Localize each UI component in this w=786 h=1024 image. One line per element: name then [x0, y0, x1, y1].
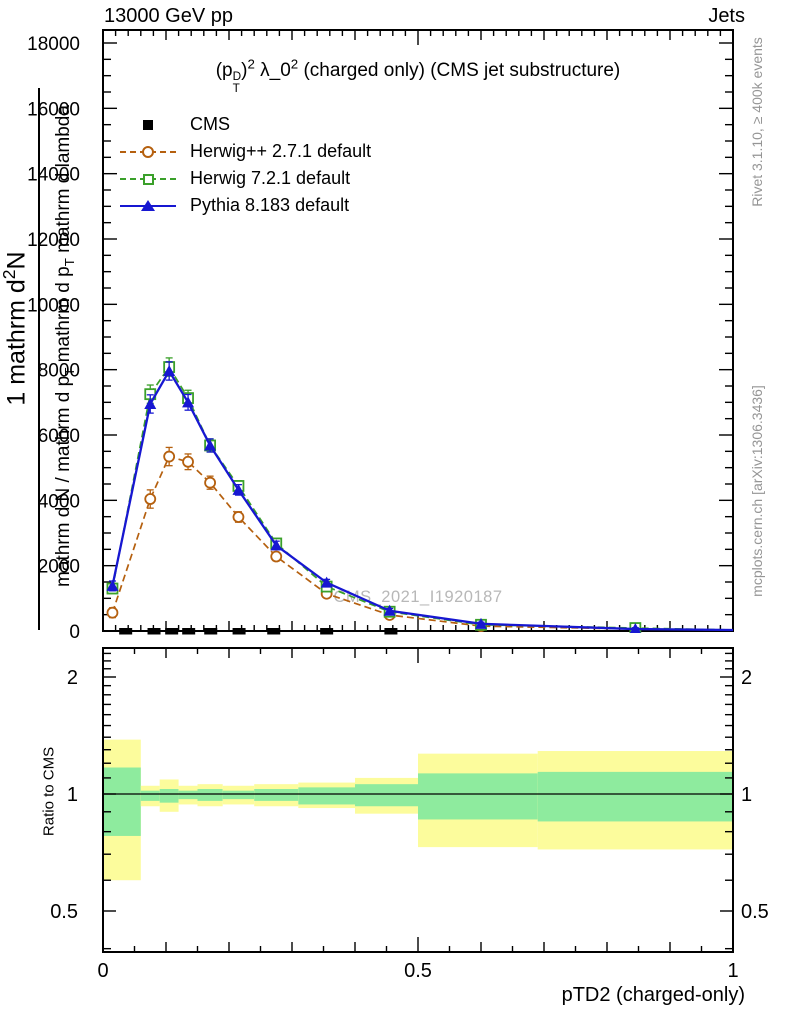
- herwig7-marker-icon: [119, 171, 177, 187]
- legend-item-pythia: Pythia 8.183 default: [119, 192, 371, 219]
- triangle-filled-marker: [182, 396, 195, 408]
- svg-text:0.5: 0.5: [404, 960, 432, 982]
- cms-marker: [384, 628, 398, 635]
- svg-text:0: 0: [69, 622, 80, 643]
- green-uncertainty-band: [355, 784, 418, 807]
- svg-text:1: 1: [727, 960, 738, 982]
- svg-text:CMS_2021_I1920187: CMS_2021_I1920187: [333, 588, 502, 606]
- cms-marker: [232, 628, 246, 635]
- mcplots-credit: mcplots.cern.ch [arXiv:1306.3436]: [749, 385, 765, 597]
- circle-open-marker: [232, 511, 245, 523]
- green-uncertainty-band: [197, 789, 223, 801]
- triangle-filled-marker: [270, 539, 283, 551]
- ratio-axis-label: Ratio to CMS: [40, 746, 58, 837]
- svg-text:16000: 16000: [27, 99, 80, 120]
- triangle-filled-marker: [475, 617, 487, 629]
- legend-label: Pythia 8.183 default: [190, 195, 350, 215]
- svg-text:0: 0: [97, 960, 108, 982]
- triangle-filled-marker: [163, 364, 176, 376]
- circle-open-marker: [270, 550, 283, 563]
- observable-title: (p D T)2 λ_02 (charged only) (CMS jet subs…: [215, 56, 621, 96]
- svg-text:10000: 10000: [27, 295, 80, 316]
- axis-tick-labels: 0 2000 4000 6000 8000 10000 12000 14000 16000 180…: [27, 34, 769, 982]
- main-panel-border: [102, 29, 734, 632]
- svg-text:12000: 12000: [27, 230, 80, 251]
- herwigpp-marker-icon: [119, 144, 177, 160]
- legend: CMS Herwig++ 2.7.1 default Herwig 7.2.1 …: [119, 111, 371, 219]
- svg-text:1: 1: [67, 784, 78, 806]
- legend-label: Herwig++ 2.7.1 default: [190, 141, 372, 161]
- legend-label: CMS: [190, 114, 230, 134]
- legend-item-cms: CMS: [119, 111, 371, 138]
- analysis-group-title: Jets: [708, 5, 745, 27]
- cms-marker: [147, 628, 161, 635]
- circle-open-marker: [144, 493, 157, 505]
- series-line: [111, 368, 733, 632]
- green-uncertainty-band: [418, 773, 538, 820]
- svg-text:0.5: 0.5: [50, 901, 78, 923]
- svg-text:2: 2: [741, 667, 752, 689]
- watermark: CMS_2021_I1920187: [333, 588, 502, 606]
- cms-marker: [165, 628, 179, 635]
- green-uncertainty-band: [222, 790, 255, 800]
- y-axis-label-numerator: 1 mathrm d2N: [0, 251, 31, 406]
- cms-marker: [182, 628, 196, 635]
- triangle-filled-marker: [204, 439, 217, 451]
- cms-marker-icon: [119, 117, 177, 133]
- series-herwigpp: [106, 446, 733, 633]
- triangle-filled-marker: [383, 604, 396, 616]
- beam-energy-title: 13000 GeV pp: [104, 5, 233, 27]
- pythia-marker-icon: [119, 198, 177, 214]
- circle-open-marker: [163, 450, 176, 463]
- cms-marker: [119, 628, 133, 635]
- circle-open-marker: [204, 476, 217, 489]
- y-axis-label-fraction-bar: [38, 88, 40, 630]
- svg-text:14000: 14000: [27, 165, 80, 186]
- svg-text:18000: 18000: [27, 34, 80, 55]
- legend-item-herwigpp: Herwig++ 2.7.1 default: [119, 138, 371, 165]
- ratio-panel-border: [102, 647, 734, 953]
- triangle-filled-marker: [232, 483, 245, 495]
- circle-open-marker: [182, 455, 194, 468]
- triangle-filled-marker: [629, 623, 641, 633]
- green-uncertainty-band: [537, 771, 733, 822]
- green-uncertainty-band: [103, 767, 141, 836]
- legend-item-herwig7: Herwig 7.2.1 default: [119, 165, 371, 192]
- rivet-version-credit: Rivet 3.1.10, ≥ 400k events: [749, 37, 765, 207]
- series-pythia: [106, 361, 733, 633]
- green-uncertainty-band: [140, 790, 160, 801]
- green-uncertainty-band: [298, 787, 355, 805]
- y-axis-label-denominator: mathrm d N / mathrm d pT mathrm d pT mat…: [53, 105, 77, 587]
- triangle-filled-marker: [320, 576, 333, 588]
- x-axis-title: pTD2 (charged-only): [561, 984, 745, 1006]
- svg-text:6000: 6000: [38, 426, 80, 447]
- legend-label: Herwig 7.2.1 default: [190, 168, 351, 188]
- svg-text:0.5: 0.5: [741, 901, 769, 923]
- cms-marker: [267, 628, 281, 635]
- green-uncertainty-band: [178, 790, 198, 800]
- svg-text:2000: 2000: [38, 557, 80, 578]
- triangle-filled-marker: [144, 397, 157, 409]
- green-uncertainty-band: [159, 789, 179, 803]
- svg-text:4000: 4000: [38, 491, 80, 512]
- green-uncertainty-band: [254, 789, 299, 801]
- cms-marker: [320, 628, 334, 635]
- svg-text:2: 2: [67, 667, 78, 689]
- svg-text:8000: 8000: [38, 361, 80, 382]
- ratio-bands: [103, 739, 733, 881]
- cms-data-points: [119, 628, 398, 635]
- series-line: [111, 455, 733, 631]
- cms-marker: [204, 628, 218, 635]
- triangle-filled-marker: [106, 579, 119, 591]
- circle-open-marker: [106, 606, 119, 619]
- svg-text:1: 1: [741, 784, 752, 806]
